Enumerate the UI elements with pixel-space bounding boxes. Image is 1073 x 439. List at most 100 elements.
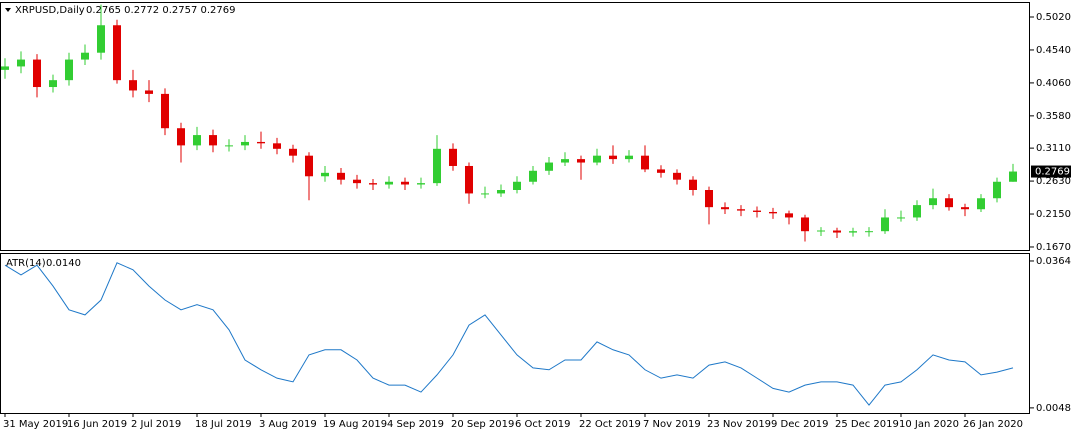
- candle-body: [625, 155, 633, 160]
- candle-body: [465, 165, 473, 194]
- candle-body: [337, 172, 345, 180]
- candle-body: [97, 25, 105, 53]
- candle-body: [577, 159, 585, 163]
- y-tick-label: 0.3580: [1036, 111, 1071, 122]
- x-tick-label: 23 Nov 2019: [707, 419, 771, 430]
- x-tick-label: 9 Dec 2019: [771, 419, 829, 430]
- candle-body: [865, 231, 873, 233]
- x-tick-label: 7 Nov 2019: [643, 419, 701, 430]
- candle-body: [321, 172, 329, 177]
- x-tick-label: 18 Jul 2019: [195, 419, 252, 430]
- y-tick-label: 0.0048: [1036, 403, 1071, 414]
- candle-body: [417, 183, 425, 185]
- candle-body: [609, 155, 617, 160]
- candle-body: [33, 59, 41, 88]
- candle-body: [49, 80, 57, 88]
- x-tick-label: 4 Sep 2019: [387, 419, 444, 430]
- indicator-value: 0.0140: [46, 258, 81, 269]
- atr-panel: [0, 253, 1030, 414]
- x-tick-label: 22 Oct 2019: [579, 419, 641, 430]
- candle-body: [753, 210, 761, 212]
- candle-body: [17, 59, 25, 67]
- candle-body: [433, 148, 441, 184]
- x-tick-label: 10 Jan 2020: [899, 419, 959, 430]
- menu-icon[interactable]: [5, 8, 11, 12]
- candle-body: [113, 25, 121, 81]
- candle-body: [673, 172, 681, 180]
- y-tick-label: 0.4060: [1036, 78, 1071, 89]
- candle-body: [913, 205, 921, 218]
- candle-body: [641, 155, 649, 170]
- candle-body: [225, 145, 233, 147]
- candle-body: [529, 170, 537, 182]
- indicator-title: ATR(14): [6, 258, 46, 269]
- candle-body: [177, 128, 185, 146]
- candle-body: [161, 93, 169, 129]
- candle-body: [209, 135, 217, 146]
- candle-body: [289, 148, 297, 156]
- candle-body: [273, 143, 281, 149]
- candle-body: [241, 141, 249, 146]
- candle-body: [481, 193, 489, 195]
- chart-title: XRPUSD,Daily: [15, 5, 85, 16]
- candle-body: [1009, 171, 1017, 182]
- candle-body: [129, 80, 137, 91]
- ohlc-text: 0.2765 0.2772 0.2757 0.2769: [86, 5, 236, 16]
- candle-body: [561, 159, 569, 163]
- x-tick-label: 3 Aug 2019: [259, 419, 317, 430]
- x-tick-label: 19 Aug 2019: [323, 419, 387, 430]
- candle-body: [657, 169, 665, 173]
- candle-body: [881, 217, 889, 232]
- x-tick-label: 16 Jun 2019: [67, 419, 127, 430]
- y-tick-label: 0.2150: [1036, 209, 1071, 220]
- candle-body: [737, 209, 745, 211]
- x-tick-label: 6 Oct 2019: [515, 419, 570, 430]
- y-tick-label: 0.5020: [1036, 12, 1071, 23]
- candle-body: [305, 155, 313, 177]
- candle-body: [497, 190, 505, 194]
- candle-body: [65, 59, 73, 81]
- candle-body: [977, 198, 985, 210]
- y-tick-label: 0.1670: [1036, 242, 1071, 253]
- candle-body: [353, 179, 361, 184]
- candle-body: [961, 207, 969, 210]
- candle-body: [785, 213, 793, 218]
- y-tick-label: 0.3110: [1036, 143, 1071, 154]
- candle-body: [401, 181, 409, 185]
- price-panel: [0, 2, 1030, 251]
- candle-body: [769, 211, 777, 214]
- x-tick-label: 2 Jul 2019: [131, 419, 181, 430]
- x-tick-label: 26 Jan 2020: [963, 419, 1023, 430]
- candle-body: [1, 66, 9, 70]
- y-tick-label: 0.2630: [1036, 176, 1071, 187]
- x-tick-label: 20 Sep 2019: [451, 419, 514, 430]
- candle-body: [945, 198, 953, 208]
- candle-body: [193, 135, 201, 146]
- candle-body: [705, 190, 713, 208]
- candle-body: [929, 198, 937, 206]
- candle-body: [833, 230, 841, 233]
- candle-body: [593, 155, 601, 163]
- y-tick-label: 0.4540: [1036, 45, 1071, 56]
- candle-body: [689, 179, 697, 191]
- candle-body: [369, 183, 377, 185]
- candle-body: [145, 90, 153, 94]
- candle-body: [993, 181, 1001, 199]
- candle-body: [545, 162, 553, 171]
- current-price: 0.2769: [1035, 167, 1070, 178]
- candle-body: [449, 148, 457, 166]
- candle-body: [721, 207, 729, 210]
- x-tick-label: 31 May 2019: [3, 419, 68, 430]
- y-tick-label: 0.0364: [1036, 256, 1071, 267]
- candle-body: [801, 217, 809, 232]
- candle-body: [849, 231, 857, 233]
- candle-body: [81, 52, 89, 60]
- candle-body: [513, 181, 521, 191]
- candle-body: [817, 230, 825, 232]
- candle-body: [897, 217, 905, 219]
- candle-body: [257, 141, 265, 144]
- indicator-line: [4, 262, 1014, 406]
- x-tick-label: 25 Dec 2019: [835, 419, 899, 430]
- price-marker: [1031, 165, 1071, 178]
